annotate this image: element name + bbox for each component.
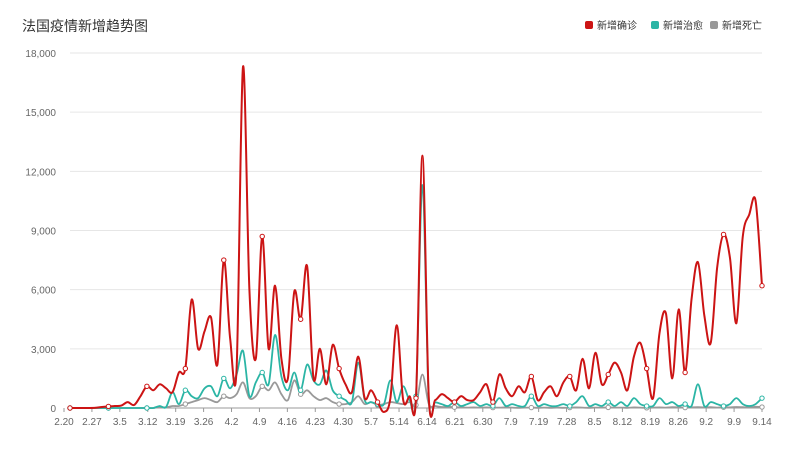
series-point bbox=[182, 401, 189, 407]
chart-title: 法国疫情新增趋势图 bbox=[22, 18, 148, 34]
series-point bbox=[221, 257, 227, 263]
series-line-0 bbox=[70, 65, 763, 418]
y-axis: 0 3,000 6,000 9,000 12,000 15,000 18,000 bbox=[25, 49, 56, 415]
series-point bbox=[451, 404, 458, 410]
series-point bbox=[182, 365, 189, 372]
x-tick-label: 5.7 bbox=[364, 417, 378, 428]
x-tick-label: 9.14 bbox=[752, 417, 772, 428]
legend-swatch bbox=[651, 21, 659, 29]
y-tick-label: 12,000 bbox=[25, 167, 56, 178]
legend-item-2[interactable]: 新增死亡 bbox=[710, 19, 762, 32]
x-tick-label: 8.26 bbox=[669, 417, 689, 428]
series-point bbox=[528, 404, 535, 411]
series-point bbox=[105, 403, 112, 410]
x-tick-label: 6.30 bbox=[473, 417, 493, 428]
x-tick-label: 2.20 bbox=[54, 417, 74, 428]
series-point bbox=[144, 405, 150, 411]
series-point bbox=[759, 283, 765, 289]
series-point bbox=[451, 399, 458, 405]
legend-label: 新增治愈 bbox=[663, 19, 703, 32]
x-tick-label: 6.21 bbox=[445, 417, 465, 428]
series-point bbox=[605, 404, 611, 411]
y-tick-label: 0 bbox=[50, 404, 56, 415]
series-point bbox=[490, 399, 496, 405]
x-tick-label: 2.27 bbox=[82, 417, 102, 428]
x-tick-label: 7.28 bbox=[557, 417, 577, 428]
x-tick-label: 6.14 bbox=[417, 417, 437, 428]
grid bbox=[70, 52, 762, 350]
series-point bbox=[259, 383, 265, 390]
legend-swatch bbox=[710, 21, 718, 29]
series-point bbox=[605, 371, 611, 378]
y-tick-label: 6,000 bbox=[31, 286, 56, 297]
x-tick-label: 9.9 bbox=[727, 417, 741, 428]
series-point bbox=[682, 369, 688, 376]
legend-label: 新增确诊 bbox=[597, 19, 637, 32]
series-point bbox=[720, 231, 727, 238]
series-point bbox=[297, 387, 304, 393]
y-tick-label: 9,000 bbox=[31, 227, 56, 238]
y-tick-label: 18,000 bbox=[25, 49, 56, 60]
x-tick-label: 4.23 bbox=[306, 417, 326, 428]
series-point bbox=[605, 399, 611, 405]
series-point bbox=[221, 375, 227, 382]
series-point bbox=[336, 401, 342, 407]
series-point bbox=[413, 395, 419, 401]
legend: 新增确诊 新增治愈 新增死亡 bbox=[585, 19, 762, 32]
x-tick-label: 9.2 bbox=[699, 417, 713, 428]
legend-label: 新增死亡 bbox=[722, 19, 762, 32]
x-tick-label: 8.12 bbox=[613, 417, 633, 428]
series-point bbox=[643, 403, 650, 409]
legend-item-0[interactable]: 新增确诊 bbox=[585, 19, 637, 32]
x-tick-label: 7.9 bbox=[504, 417, 518, 428]
series-point bbox=[336, 393, 342, 399]
y-tick-label: 15,000 bbox=[25, 108, 56, 119]
x-tick-label: 4.2 bbox=[225, 417, 239, 428]
series-point bbox=[528, 393, 535, 399]
series-point bbox=[336, 365, 342, 372]
series-point bbox=[144, 383, 150, 390]
series-point bbox=[259, 233, 265, 240]
x-tick-label: 3.5 bbox=[113, 417, 127, 428]
series-group bbox=[67, 65, 765, 418]
series-point bbox=[67, 405, 73, 411]
x-tick-label: 3.19 bbox=[166, 417, 186, 428]
series-point bbox=[221, 393, 227, 399]
series-point bbox=[567, 403, 573, 409]
series-point bbox=[259, 369, 265, 376]
y-tick-label: 3,000 bbox=[31, 345, 56, 356]
legend-item-1[interactable]: 新增治愈 bbox=[651, 19, 703, 32]
x-tick-label: 8.19 bbox=[641, 417, 661, 428]
x-axis: 2.20 2.27 3.5 3.12 3.19 3.26 4.2 4.9 4.16 4.23 4.3… bbox=[54, 407, 772, 428]
x-tick-label: 5.14 bbox=[389, 417, 409, 428]
series-point bbox=[682, 401, 688, 407]
series-point bbox=[567, 373, 573, 380]
x-tick-label: 3.12 bbox=[138, 417, 158, 428]
series-point bbox=[759, 404, 765, 410]
series-point bbox=[759, 395, 765, 401]
series-point bbox=[297, 316, 304, 322]
x-tick-label: 4.16 bbox=[278, 417, 298, 428]
x-tick-label: 4.30 bbox=[333, 417, 353, 428]
series-point bbox=[720, 403, 727, 409]
legend-swatch bbox=[585, 21, 593, 29]
x-tick-label: 7.19 bbox=[529, 417, 549, 428]
series-point bbox=[182, 387, 189, 393]
series-point bbox=[374, 399, 381, 405]
x-tick-label: 3.26 bbox=[194, 417, 214, 428]
series-point bbox=[643, 365, 650, 372]
x-tick-label: 4.9 bbox=[252, 417, 266, 428]
x-tick-label: 8.5 bbox=[588, 417, 602, 428]
series-point bbox=[528, 373, 535, 380]
